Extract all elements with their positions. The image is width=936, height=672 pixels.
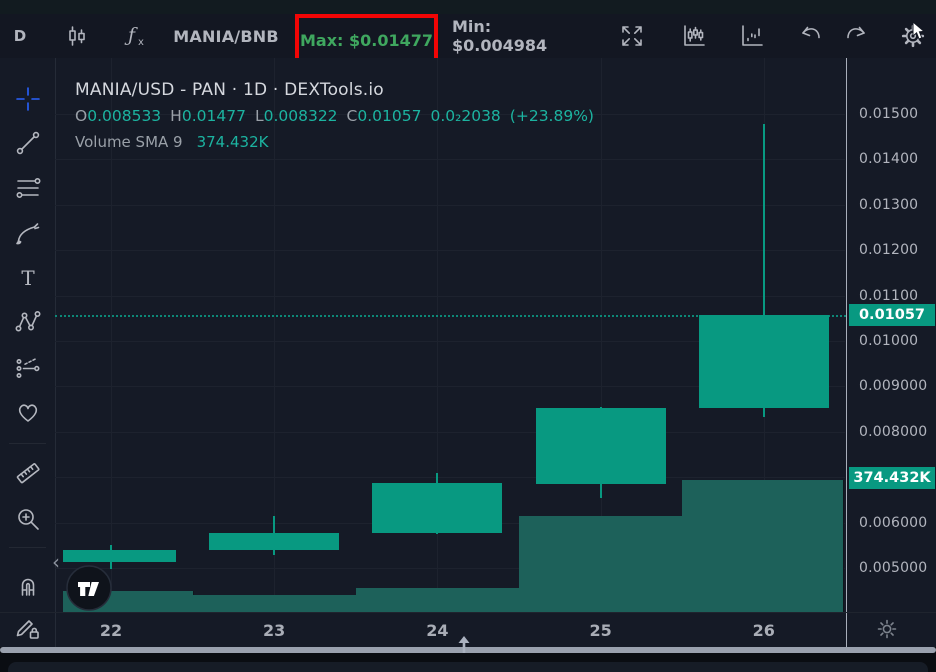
- chart-legend: MANIA/USD - PAN · 1D · DEXTools.io O0.00…: [75, 80, 675, 151]
- time-axis-label: 25: [589, 621, 612, 640]
- redo-icon[interactable]: [838, 14, 874, 58]
- trend-line-icon[interactable]: [13, 128, 43, 158]
- ohlc-row: O0.008533 H0.01477 L0.008322 C0.01057 0.0₂20…: [75, 107, 594, 125]
- lower-panel-edge: [8, 662, 928, 672]
- candles-style-icon[interactable]: [676, 14, 712, 58]
- price-axis-label: 0.01200: [859, 242, 919, 259]
- drawing-toolbar: T: [0, 58, 56, 647]
- settings-gear-icon[interactable]: [894, 14, 932, 58]
- bottom-strip: [0, 653, 936, 672]
- ticker-button[interactable]: MANIA/BNB: [173, 26, 279, 46]
- crosshair-icon[interactable]: [13, 84, 43, 114]
- brush-icon[interactable]: [13, 218, 43, 248]
- bars-style-icon[interactable]: [734, 14, 770, 58]
- svg-text:x: x: [138, 37, 144, 48]
- price-axis-label: 0.006000: [859, 514, 928, 531]
- sidebar-divider: [9, 547, 46, 548]
- magnifier-plus-icon[interactable]: [13, 504, 43, 534]
- svg-text:ƒ: ƒ: [124, 24, 138, 46]
- price-axis-label: 0.01300: [859, 196, 919, 213]
- max-price-label: Max: $0.01477: [299, 30, 433, 50]
- price-axis-label: 0.01500: [859, 106, 919, 122]
- volume-indicator-row[interactable]: Volume SMA 9 374.432K: [75, 133, 269, 151]
- timeframe-button[interactable]: D: [13, 27, 27, 45]
- horizontal-scrollbar[interactable]: [0, 647, 936, 653]
- symbol-title[interactable]: MANIA/USD - PAN · 1D · DEXTools.io: [75, 80, 384, 100]
- sidebar-divider: [9, 443, 46, 444]
- current-price-badge: 0.01057: [849, 304, 935, 327]
- min-price-label: Min: $0.004984: [452, 17, 548, 55]
- candlestick-interval-icon[interactable]: [60, 14, 94, 58]
- undo-icon[interactable]: [793, 14, 829, 58]
- price-axis-label: 0.01100: [859, 287, 919, 304]
- magnet-icon[interactable]: [13, 571, 43, 601]
- volume-value-badge: 374.432K: [849, 467, 935, 489]
- pencil-lock-icon[interactable]: [13, 612, 43, 642]
- fib-lines-icon[interactable]: [13, 173, 43, 203]
- text-icon[interactable]: T: [13, 263, 43, 293]
- tradingview-logo[interactable]: [66, 565, 112, 611]
- time-axis-label: 22: [99, 621, 123, 640]
- pattern-icon[interactable]: [13, 307, 43, 337]
- window-top-strip: [0, 0, 936, 14]
- expand-fullscreen-icon[interactable]: [614, 14, 650, 58]
- price-axis-label: 0.005000: [859, 560, 928, 576]
- price-axis-label: 0.008000: [859, 423, 928, 440]
- price-axis-label: 0.009000: [859, 378, 928, 395]
- svg-text:T: T: [21, 266, 35, 290]
- heart-icon[interactable]: [13, 397, 43, 427]
- ruler-icon[interactable]: [13, 458, 43, 488]
- time-axis[interactable]: 22 23 24 25 26: [0, 612, 936, 648]
- brightness-theme-icon[interactable]: [876, 618, 898, 640]
- axis-separator: [846, 613, 847, 648]
- time-axis-label: 23: [263, 621, 286, 640]
- price-axis-label: 0.01000: [859, 333, 919, 349]
- projection-icon[interactable]: [13, 354, 43, 384]
- time-axis-label: 24: [426, 621, 449, 640]
- collapse-sidebar-chevron[interactable]: ‹: [52, 550, 60, 574]
- time-axis-label: 26: [752, 621, 775, 640]
- price-axis-label: 0.01400: [859, 151, 919, 168]
- price-axis[interactable]: 0.01500 0.01400 0.01300 0.01200 0.01100 0.010…: [846, 58, 936, 648]
